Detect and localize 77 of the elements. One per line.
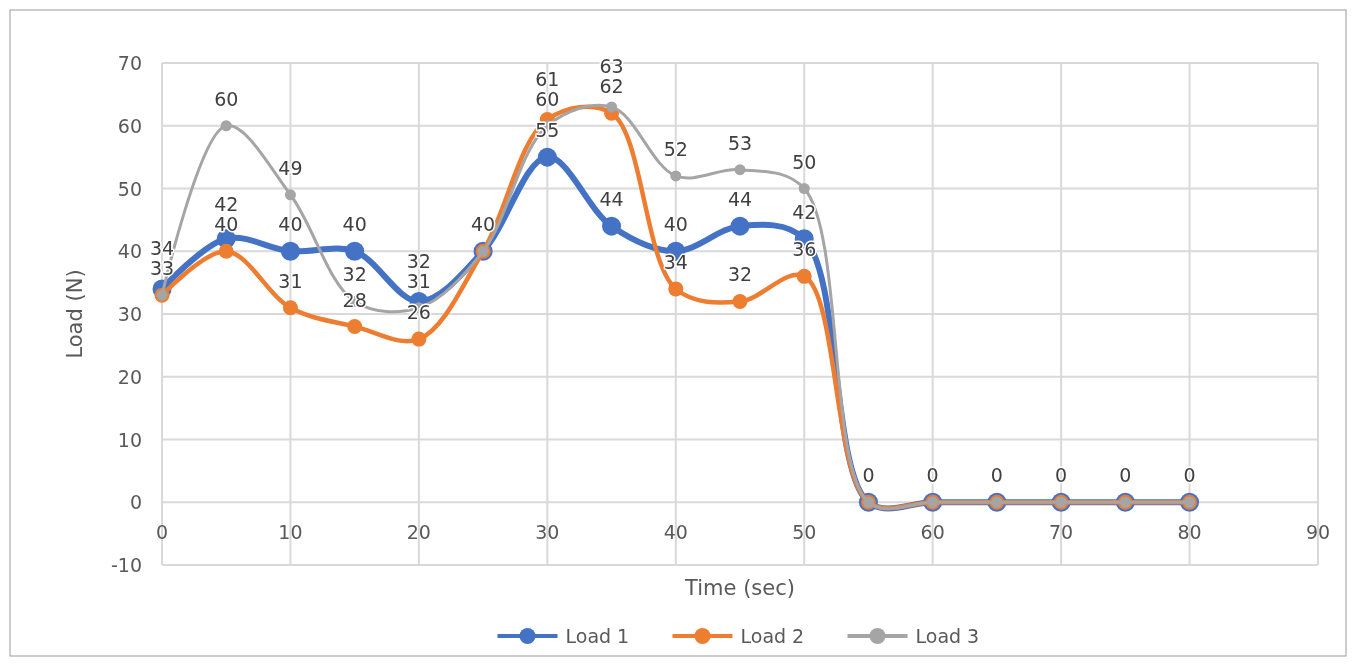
data-label: 61 <box>535 67 560 90</box>
data-label: 40 <box>663 213 688 236</box>
data-label: 34 <box>663 250 688 273</box>
point <box>284 189 296 201</box>
data-label: 63 <box>599 55 624 78</box>
data-label: 50 <box>792 150 817 173</box>
data-label: 31 <box>278 269 303 292</box>
x-tick-label: 60 <box>920 521 945 544</box>
y-tick-label: 10 <box>117 428 142 451</box>
data-label: 42 <box>792 200 817 223</box>
y-tick-label: -10 <box>110 554 142 576</box>
data-label: 28 <box>342 288 367 311</box>
legend-label: Load 1 <box>565 625 630 647</box>
y-tick-label: 40 <box>117 240 142 263</box>
point <box>670 170 682 182</box>
data-label: 0 <box>1055 464 1068 487</box>
y-tick-label: 20 <box>117 365 142 388</box>
point <box>218 243 234 259</box>
legend-label: Load 3 <box>915 625 980 647</box>
legend-label: Load 2 <box>740 625 805 647</box>
data-label: 0 <box>1183 464 1196 487</box>
point <box>347 319 363 335</box>
data-label: 31 <box>406 269 431 292</box>
y-tick-label: 60 <box>117 114 142 137</box>
x-tick-label: 40 <box>663 521 688 544</box>
data-label: 55 <box>535 119 560 142</box>
data-label: 33 <box>149 257 175 280</box>
x-tick-label: 30 <box>535 521 560 544</box>
point <box>537 147 557 167</box>
data-label: 34 <box>149 237 175 260</box>
point <box>282 300 298 316</box>
data-label: 44 <box>599 188 624 211</box>
data-label: 0 <box>1119 464 1132 487</box>
point <box>734 164 746 176</box>
x-tick-label: 80 <box>1177 521 1202 544</box>
x-tick-label: 70 <box>1049 521 1074 544</box>
x-tick-label: 50 <box>792 521 817 544</box>
point <box>798 183 810 194</box>
point <box>602 216 622 236</box>
x-axis-title: Time (sec) <box>684 576 795 600</box>
point <box>730 216 750 236</box>
data-label: 0 <box>990 464 1003 487</box>
y-tick-label: 30 <box>117 303 142 325</box>
data-label: 42 <box>214 193 239 216</box>
x-tick-label: 0 <box>155 521 169 544</box>
data-label: 40 <box>342 213 367 236</box>
data-label: 44 <box>727 188 753 211</box>
data-label: 49 <box>278 156 303 179</box>
data-label: 32 <box>342 263 367 286</box>
y-tick-label: 70 <box>117 52 142 74</box>
data-label: 60 <box>535 87 560 110</box>
x-tick-label: 20 <box>406 521 431 544</box>
point <box>796 268 812 284</box>
point <box>280 241 300 261</box>
point <box>345 241 365 261</box>
point <box>668 281 684 297</box>
data-label: 52 <box>663 137 688 160</box>
data-label: 62 <box>599 75 624 98</box>
y-axis-title: Load (N) <box>63 269 87 359</box>
data-label: 0 <box>926 464 939 487</box>
data-label: 0 <box>862 464 875 487</box>
x-tick-label: 10 <box>278 521 303 544</box>
data-label: 40 <box>471 213 496 236</box>
y-tick-label: 0 <box>129 491 142 514</box>
point <box>732 293 748 309</box>
data-label: 32 <box>406 249 431 272</box>
data-label: 40 <box>278 213 303 236</box>
data-label: 32 <box>727 263 753 286</box>
data-label: 26 <box>406 301 431 324</box>
point <box>606 101 618 113</box>
x-tick-label: 90 <box>1305 521 1331 544</box>
data-label: 40 <box>214 213 239 236</box>
y-tick-label: 50 <box>117 177 142 200</box>
point <box>411 331 427 347</box>
point <box>220 120 232 132</box>
data-label: 53 <box>727 131 753 154</box>
data-label: 60 <box>214 87 239 110</box>
